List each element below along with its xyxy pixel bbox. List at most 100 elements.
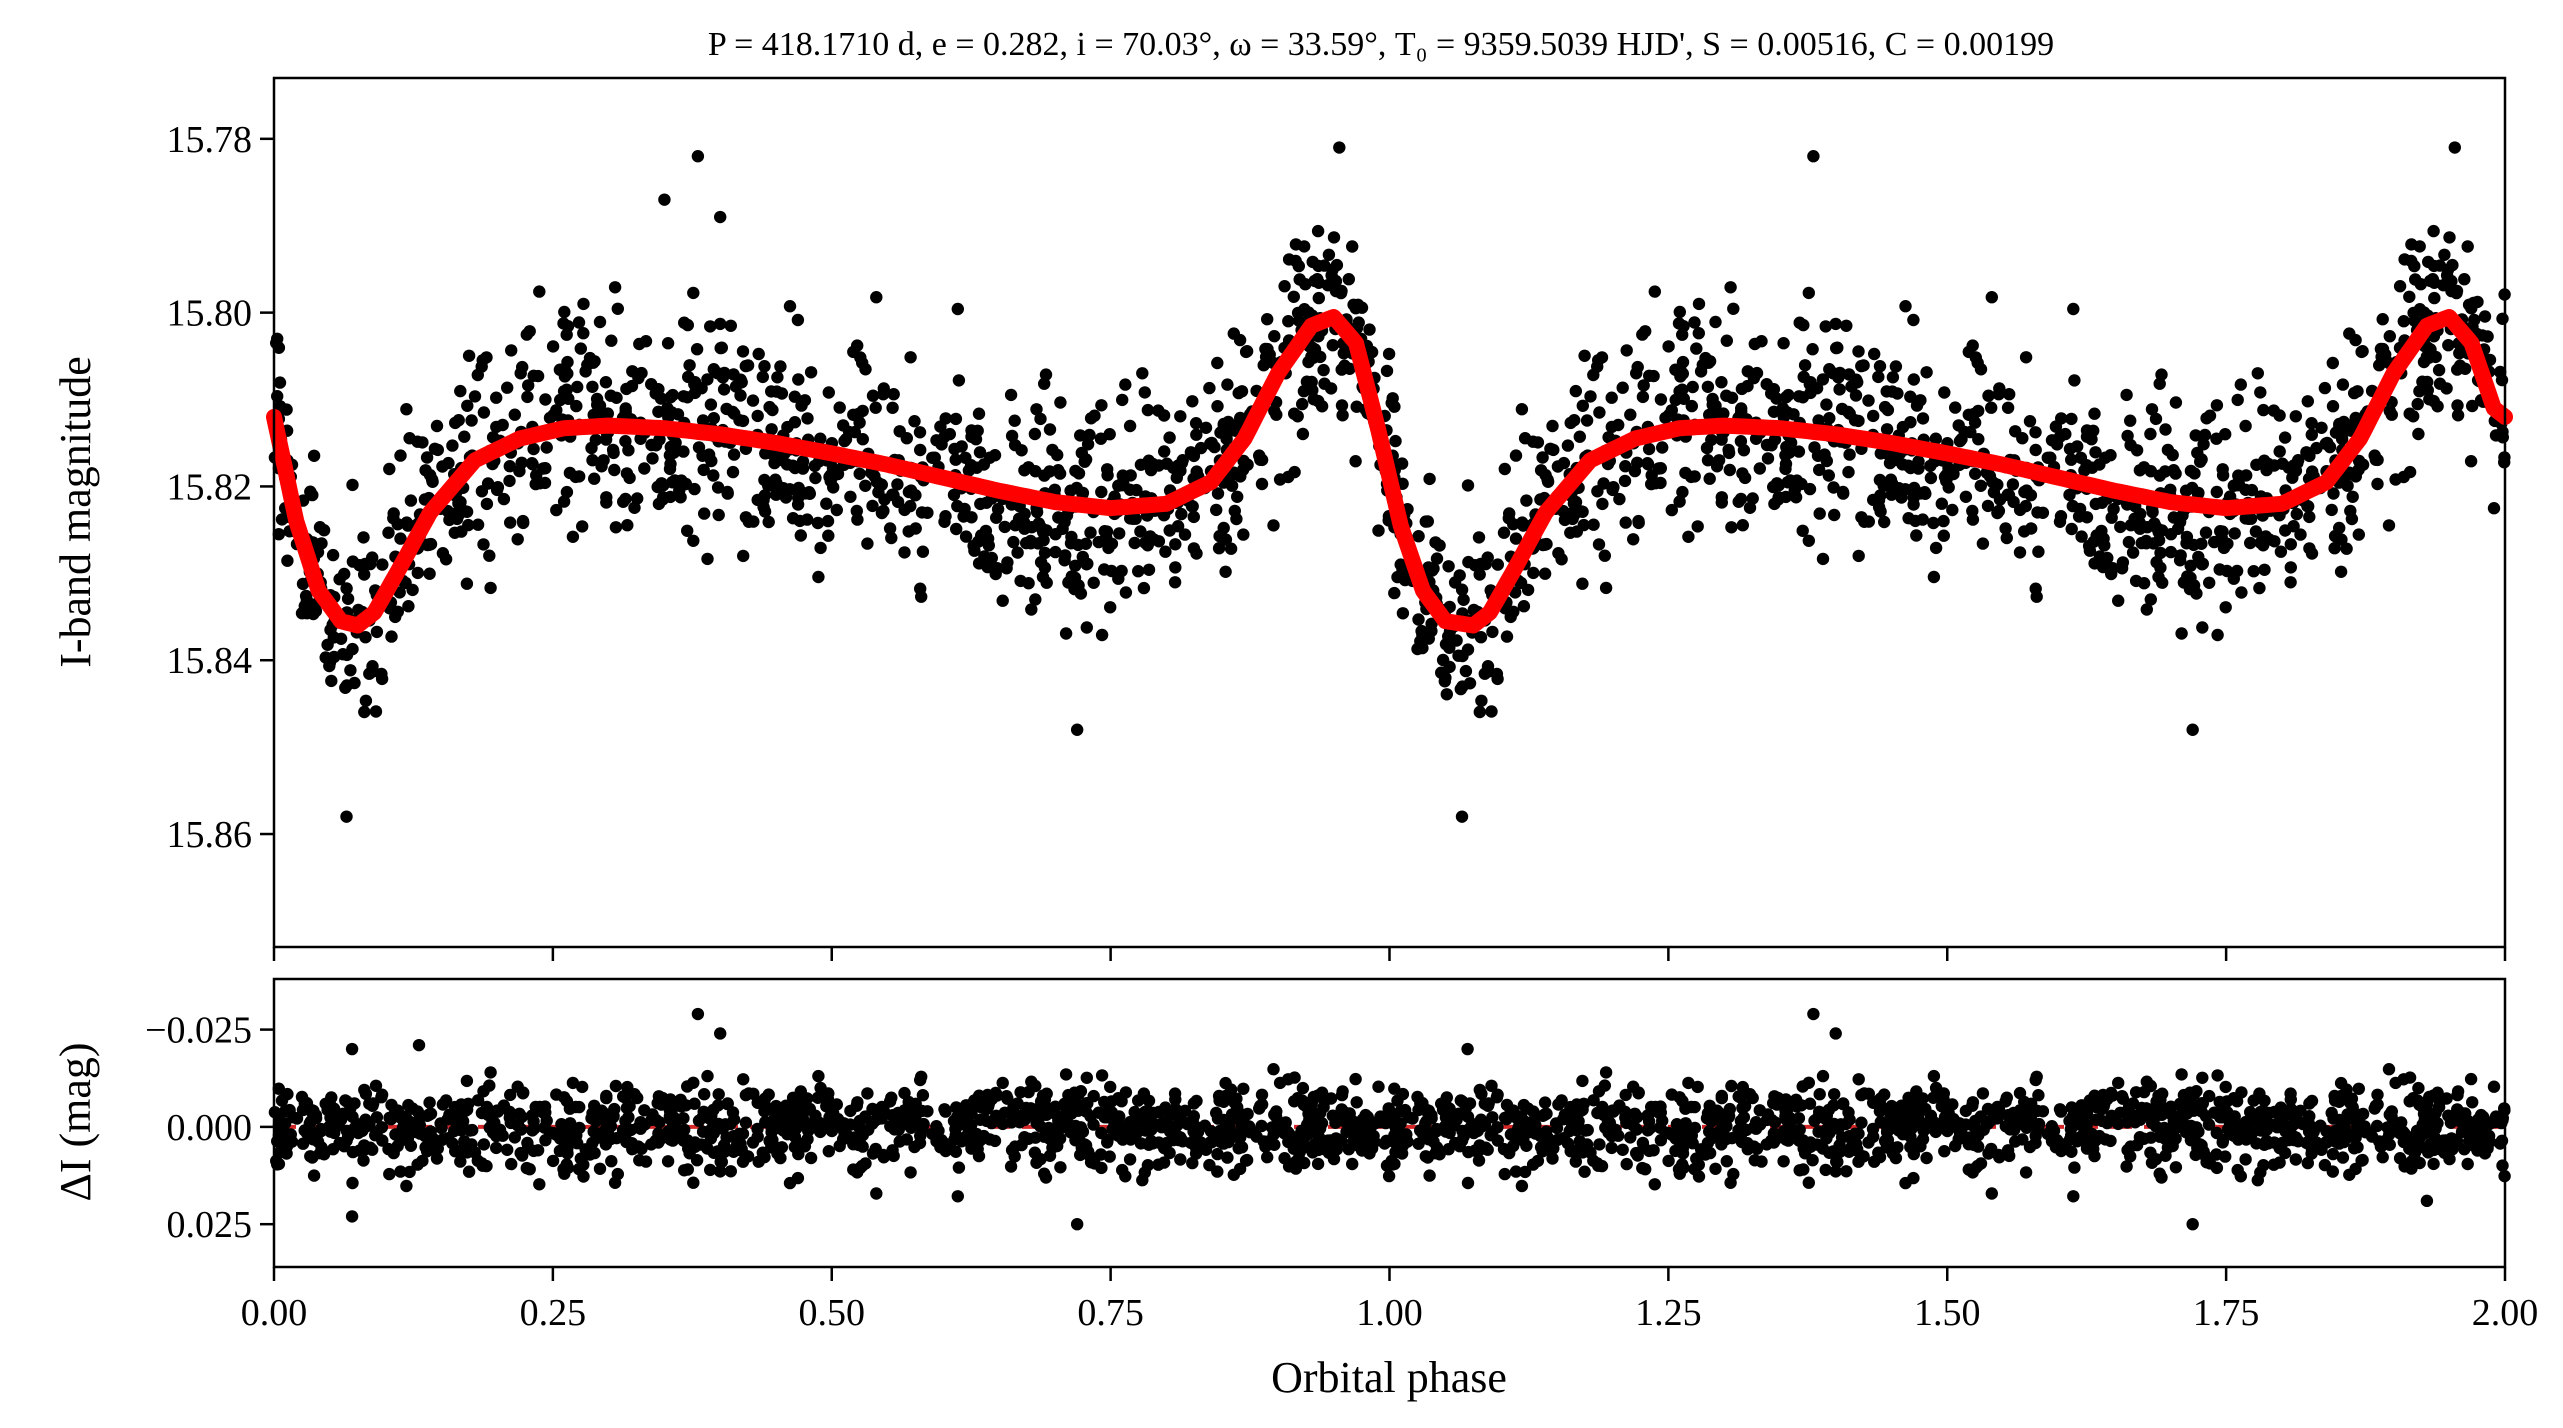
data-point <box>1214 426 1227 439</box>
data-point <box>1116 393 1129 407</box>
residual-point <box>1440 1091 1454 1104</box>
data-point <box>442 456 455 470</box>
residual-point <box>2458 1143 2471 1156</box>
residual-point <box>851 1166 864 1179</box>
data-point <box>1065 530 1078 544</box>
data-point <box>1479 557 1492 571</box>
data-point <box>2124 438 2137 452</box>
data-point <box>1083 428 1096 442</box>
residual-point <box>1789 1093 1803 1107</box>
residual-point <box>657 1097 670 1111</box>
residual-point <box>2403 1071 2417 1084</box>
data-point <box>2254 386 2267 399</box>
data-point <box>1081 438 1095 451</box>
data-point <box>904 351 917 364</box>
data-point <box>1307 393 1321 406</box>
residual-point <box>2128 1111 2141 1124</box>
data-point <box>1128 536 1141 550</box>
data-point <box>1105 564 1118 578</box>
residual-point <box>1295 1124 1308 1138</box>
data-point <box>1365 345 1379 359</box>
residual-point <box>2289 1131 2303 1144</box>
residual-point <box>304 1150 317 1163</box>
data-point <box>411 566 424 580</box>
residual-point <box>1038 1123 1052 1136</box>
data-point <box>2019 499 2033 513</box>
residual-point <box>1022 1132 1035 1146</box>
residual-point <box>1715 1089 1729 1103</box>
data-point <box>1966 339 1979 352</box>
data-point <box>1587 518 1600 531</box>
residual-point <box>691 1007 705 1021</box>
data-point <box>1116 469 1130 482</box>
data-point <box>305 604 318 618</box>
data-point <box>2461 240 2474 253</box>
residual-point <box>583 1148 597 1161</box>
residual-point <box>1985 1187 1999 1200</box>
data-point <box>2221 537 2234 550</box>
residual-point <box>1827 1099 1840 1112</box>
data-point <box>1919 487 1932 500</box>
residual-point <box>1132 1094 1145 1107</box>
data-point <box>346 478 359 492</box>
data-point <box>2305 417 2318 430</box>
data-point <box>2414 278 2427 291</box>
residual-point <box>2479 1127 2492 1140</box>
residual-point <box>1966 1096 1980 1109</box>
residual-point <box>1803 1097 1817 1110</box>
data-point <box>769 473 782 486</box>
data-point <box>1914 394 1927 407</box>
data-point <box>1673 495 1686 508</box>
residual-point <box>428 1144 442 1157</box>
data-point <box>844 490 857 503</box>
residual-point <box>2461 1157 2474 1171</box>
residual-point <box>1038 1093 1052 1106</box>
data-point <box>991 502 1005 516</box>
residual-point <box>1095 1069 1109 1082</box>
data-point <box>1850 373 1863 386</box>
data-point <box>2232 469 2245 482</box>
residual-point <box>461 1146 474 1159</box>
residual-point <box>375 1091 388 1104</box>
data-point <box>1796 391 1810 404</box>
data-point <box>1946 503 1959 517</box>
x-tick-label: 1.75 <box>2193 1292 2260 1334</box>
data-point <box>2450 286 2463 300</box>
data-point <box>560 485 574 499</box>
data-point <box>2346 490 2359 503</box>
data-point <box>2164 545 2178 559</box>
residual-point <box>1078 1138 1091 1151</box>
data-point <box>2464 455 2478 468</box>
residual-point <box>411 1158 424 1171</box>
data-point <box>327 650 341 664</box>
data-point <box>2258 563 2271 576</box>
residual-point <box>1798 1147 1812 1160</box>
data-point <box>1867 409 1880 423</box>
data-point <box>566 530 580 543</box>
data-point <box>2284 576 2297 589</box>
data-point <box>2478 310 2492 323</box>
residual-point <box>698 1088 711 1101</box>
residual-point <box>2112 1117 2125 1131</box>
data-point <box>869 401 882 414</box>
data-point <box>2029 443 2042 457</box>
data-point <box>1576 399 1590 412</box>
data-point <box>1288 407 1301 420</box>
data-point <box>1317 363 1330 377</box>
residual-point <box>396 1113 409 1126</box>
data-point <box>583 351 597 365</box>
residual-point <box>2301 1114 2314 1128</box>
data-point <box>382 526 395 539</box>
data-point <box>1507 605 1520 618</box>
data-point <box>1584 390 1597 403</box>
data-point <box>791 313 805 327</box>
residual-point <box>806 1121 819 1134</box>
data-point <box>1765 387 1778 400</box>
residual-point <box>1569 1155 1583 1168</box>
data-point <box>1858 515 1871 528</box>
data-point <box>955 440 968 453</box>
residual-point <box>275 1094 289 1107</box>
data-point <box>1793 316 1806 329</box>
residual-point <box>577 1170 590 1183</box>
data-point <box>2024 489 2038 502</box>
